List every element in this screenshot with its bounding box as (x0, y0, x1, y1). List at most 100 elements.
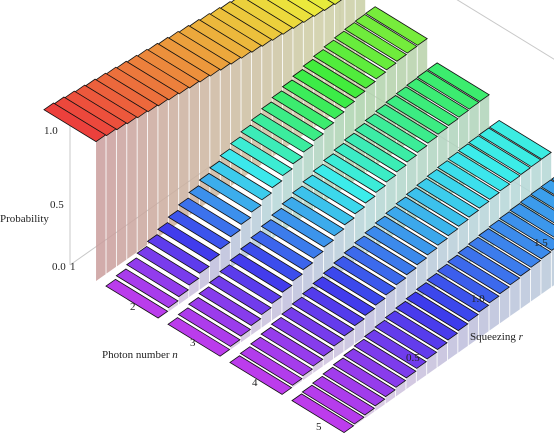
bar-top (219, 148, 283, 189)
bar-top (333, 142, 397, 183)
bar-side (302, 369, 313, 381)
bar-top (261, 101, 325, 142)
bar-side (395, 380, 406, 397)
z-tick: 1.0 (44, 125, 58, 137)
bar-top (291, 296, 355, 337)
bar-top (550, 176, 554, 182)
bar-side (447, 333, 458, 360)
bar-top (374, 215, 438, 256)
bar-top (198, 172, 262, 213)
bar-top (239, 241, 304, 282)
bar-top (260, 219, 324, 259)
bar-side (178, 289, 189, 305)
bar-side (262, 39, 272, 165)
bar-side (251, 318, 261, 336)
bar-top (406, 78, 470, 118)
bar-top (436, 160, 501, 200)
bar-top (323, 153, 387, 193)
x-tick: 4 (252, 377, 258, 389)
bar-side (313, 359, 323, 374)
bar-side (551, 248, 554, 287)
bar-top (105, 278, 169, 319)
bar-top (209, 160, 273, 201)
bar-top (344, 22, 408, 62)
bar-top (229, 136, 293, 177)
bar-top (405, 187, 469, 227)
bar-top (281, 196, 345, 237)
bar-top (219, 264, 283, 304)
bar-top (250, 112, 314, 153)
bar-side (520, 269, 531, 309)
bar-top (312, 163, 376, 204)
bar-top (333, 30, 397, 71)
bar-top (395, 196, 459, 237)
bar-top (43, 102, 107, 143)
bar-top (405, 291, 469, 332)
y-axis-label: Squeezing r (470, 331, 524, 343)
bar-side (364, 408, 375, 419)
bar-top (426, 62, 490, 102)
bar-top (260, 326, 324, 367)
bar-top (157, 222, 221, 262)
bar-top (426, 168, 490, 209)
bar-top (322, 366, 386, 407)
bar-side (489, 296, 499, 331)
axes-group: Probability Photon number n Squeezing r … (0, 125, 548, 433)
bar-side (116, 122, 127, 267)
bar-top (208, 275, 272, 316)
y-axis-label-prefix: Squeezing (470, 331, 519, 343)
bar-side (499, 287, 510, 324)
y-axis-label-var: r (519, 331, 524, 343)
bar-top (374, 104, 439, 144)
bar-side (96, 134, 106, 281)
bar-top (488, 119, 552, 160)
bar-top (301, 286, 366, 327)
bar-top (270, 316, 334, 357)
bar-top (240, 124, 304, 165)
z-axis-label: Probability (0, 213, 49, 225)
bar-side (292, 378, 302, 388)
bar-top (530, 187, 554, 210)
bar-top (343, 245, 407, 286)
bar-side (292, 274, 303, 306)
bar-side (510, 278, 520, 317)
bar-side (271, 296, 282, 321)
bar-top (229, 253, 293, 293)
bar-top (281, 79, 345, 120)
bar-top (364, 225, 428, 266)
bar-top (343, 348, 407, 388)
bar-top (385, 206, 449, 246)
bar-top (271, 90, 335, 130)
bar-top (436, 263, 500, 304)
bar-side (530, 260, 541, 302)
bar-row (105, 6, 428, 319)
z-tick: 0.0 (52, 261, 66, 273)
bar-side (406, 371, 416, 390)
bar-top (478, 228, 542, 268)
bar-side (168, 300, 178, 312)
bar-top (322, 266, 386, 306)
bar-top (374, 319, 438, 360)
bar-top (306, 0, 335, 11)
x-axis-label: Photon number n (102, 349, 178, 361)
bar-top (447, 151, 511, 192)
bar-side (468, 314, 479, 346)
bar-side (375, 399, 385, 412)
bar-row (167, 62, 490, 357)
bar-top (457, 245, 521, 286)
bar-side (385, 389, 396, 404)
bar-top (250, 230, 314, 271)
bar-side (106, 128, 116, 274)
bar-top (353, 338, 417, 379)
bar-side (541, 252, 551, 295)
bar-top (498, 211, 554, 251)
bar-top (353, 235, 417, 276)
bar-top (384, 310, 448, 350)
bar-side (230, 339, 240, 350)
bar-top (385, 95, 449, 135)
bar-top (312, 375, 376, 416)
bars-group (43, 0, 554, 433)
bar-side (437, 342, 448, 368)
